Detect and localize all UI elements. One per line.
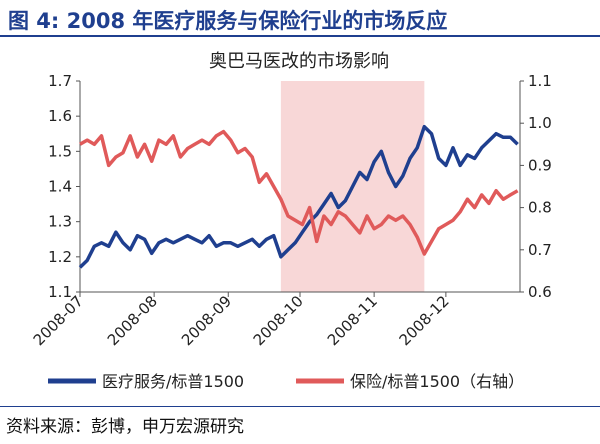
series-line-healthcare: [78, 124, 519, 269]
x-tick-label: 2008-10: [250, 292, 307, 349]
header-divider: [0, 35, 600, 37]
legend-label-healthcare: 医疗服务/标普1500: [102, 372, 244, 391]
right-tick-label: 1.0: [528, 114, 552, 132]
left-tick-label: 1.2: [48, 248, 72, 266]
legend-label-insurance: 保险/标普1500（右轴）: [350, 372, 524, 391]
right-tick-label: 1.1: [528, 72, 552, 90]
right-tick-label: 0.9: [528, 156, 552, 174]
right-tick-label: 0.7: [528, 241, 552, 259]
left-tick-label: 1.6: [48, 107, 72, 125]
legend: 医疗服务/标普1500 保险/标普1500（右轴）: [48, 372, 524, 391]
x-tick-label: 2008-12: [396, 292, 453, 349]
x-tick-label: 2008-11: [324, 292, 381, 349]
chart-canvas: 奥巴马医改的市场影响 1.11.21.31.41.51.61.7 0.60.70…: [30, 51, 552, 391]
right-tick-label: 0.6: [528, 283, 552, 301]
right-tick-label: 0.8: [528, 199, 552, 217]
source-divider: [0, 406, 600, 407]
left-tick-label: 1.3: [48, 213, 72, 231]
figure-title: 图 4: 2008 年医疗服务与保险行业的市场反应: [8, 9, 448, 33]
left-tick-label: 1.4: [48, 178, 72, 196]
figure-header: 图 4: 2008 年医疗服务与保险行业的市场反应: [0, 0, 600, 38]
x-axis-ticks: 2008-07 2008-08 2008-09 2008-10 2008-11 2008-…: [30, 292, 453, 349]
left-tick-label: 1.5: [48, 142, 72, 160]
series-line-insurance: [79, 129, 519, 256]
left-axis-ticks: 1.1 1.2 1.3 1.4 1.5 1.6 1.7: [48, 72, 80, 301]
left-tick-label: 1.1: [48, 283, 72, 301]
x-tick-label: 2008-08: [104, 292, 161, 349]
x-tick-label: 2008-09: [178, 292, 235, 349]
right-axis-ticks: 0.6 0.7 0.8 0.9 1.0 1.1: [520, 72, 552, 301]
chart-title: 奥巴马医改的市场影响: [209, 51, 389, 72]
left-tick-label: 1.7: [48, 72, 72, 90]
source-note: 资料来源：彭博，申万宏源研究: [6, 417, 244, 437]
